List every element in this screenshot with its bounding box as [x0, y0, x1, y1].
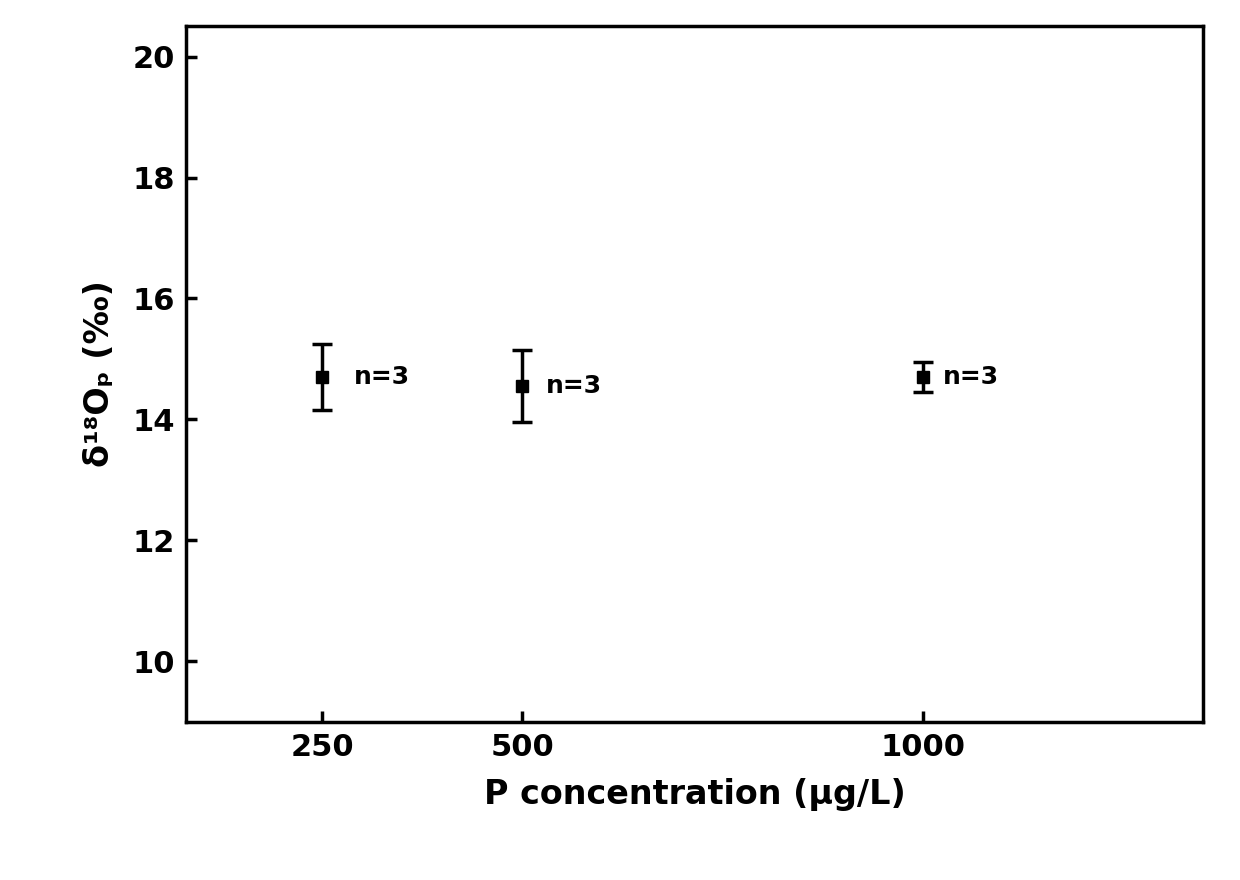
Text: n=3: n=3: [547, 374, 603, 398]
X-axis label: P concentration (μg/L): P concentration (μg/L): [484, 779, 905, 811]
Text: n=3: n=3: [942, 365, 998, 389]
Text: n=3: n=3: [355, 365, 410, 389]
Y-axis label: δ¹⁸Oₚ (‰): δ¹⁸Oₚ (‰): [83, 281, 115, 467]
